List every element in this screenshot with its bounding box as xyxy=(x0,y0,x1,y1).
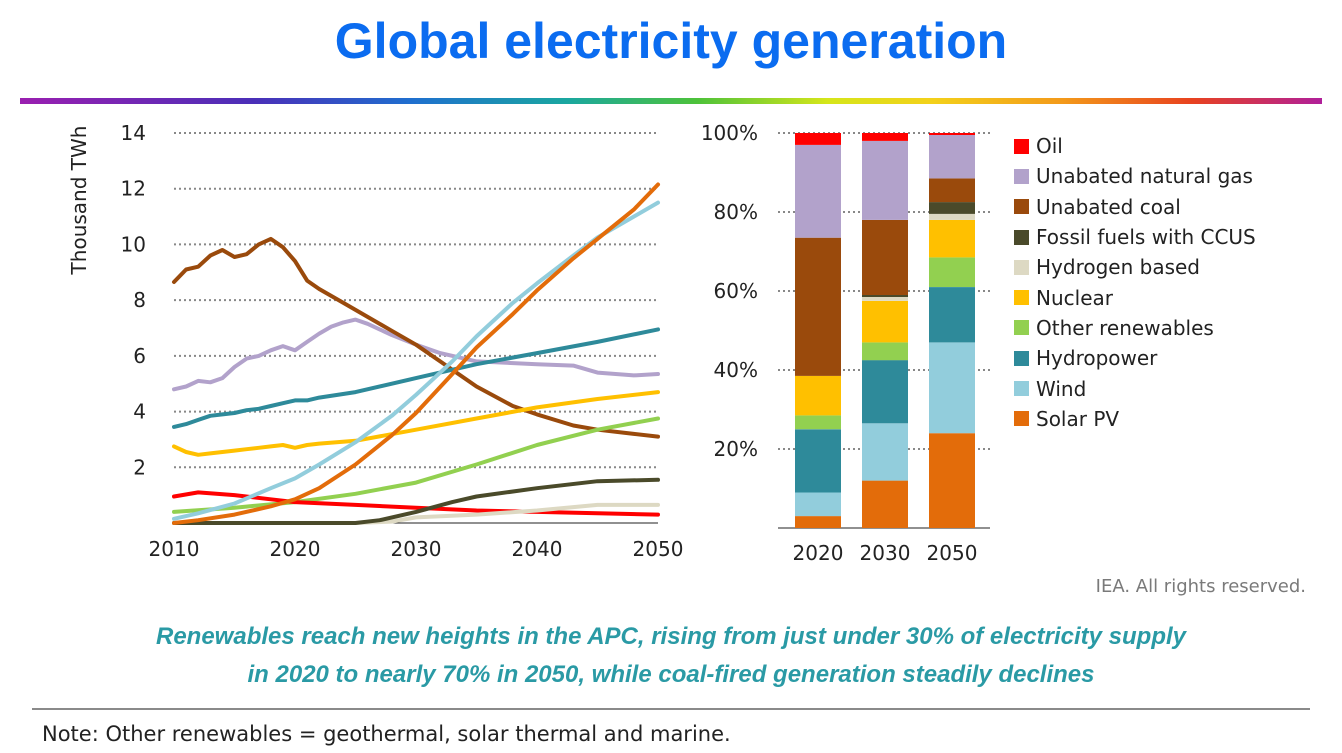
line-fossil-fuels-with-ccus xyxy=(172,477,660,525)
legend-swatch xyxy=(1014,229,1029,245)
bar-2030-wind xyxy=(862,423,908,481)
legend-item-hydropower: Hydropower xyxy=(1014,343,1256,373)
bar-2050-unabated-natural-gas xyxy=(929,135,975,179)
bar-2020-unabated-coal xyxy=(795,237,841,376)
x-tick-label: 2040 xyxy=(512,537,563,561)
page-title: Global electricity generation xyxy=(334,13,1008,69)
legend-swatch xyxy=(1014,199,1029,215)
bar-2050-fossil-fuels-with-ccus xyxy=(929,202,975,214)
bar-2030-unabated-natural-gas xyxy=(862,140,908,220)
legend-item-solar-pv: Solar PV xyxy=(1014,404,1256,434)
bar-2020-other-renewables xyxy=(795,415,841,430)
legend-label: Oil xyxy=(1036,134,1063,159)
bar-2050-hydropower xyxy=(929,287,975,343)
line-oil xyxy=(172,490,660,517)
y-tick-label: 8 xyxy=(133,288,146,312)
bar-2030-oil xyxy=(862,133,908,141)
rainbow-divider xyxy=(20,98,1322,104)
bar-2020-unabated-natural-gas xyxy=(795,144,841,238)
legend-label: Solar PV xyxy=(1036,406,1120,431)
bar-2030-solar-pv xyxy=(862,480,908,528)
bar-2050-solar-pv xyxy=(929,433,975,528)
y-tick-label: 10 xyxy=(121,232,146,256)
bar-2050-other-renewables xyxy=(929,257,975,287)
stacked-bar-chart: 20% 40% 60% 80% 100% 2020 2030 2050 xyxy=(701,121,990,565)
bar-2050-wind xyxy=(929,342,975,434)
y-tick-label: 2 xyxy=(133,455,146,479)
x-tick-label: 2010 xyxy=(149,537,200,561)
line-chart: 2 4 6 8 10 12 14 2010 2020 2030 2040 2050 Thousand T… xyxy=(67,121,684,561)
bar-2030-hydrogen-based xyxy=(862,296,908,301)
legend-item-fossil-fuels-with-ccus: Fossil fuels with CCUS xyxy=(1014,222,1256,252)
legend-label: Unabated coal xyxy=(1036,194,1181,219)
bar-2050-oil xyxy=(929,133,975,135)
y-tick-label: 4 xyxy=(133,400,146,424)
y-tick-label: 100% xyxy=(701,121,758,145)
legend-swatch xyxy=(1014,168,1029,184)
caption-line-1: Renewables reach new heights in the APC,… xyxy=(155,623,1187,650)
legend-swatch xyxy=(1014,381,1029,397)
y-tick-label: 60% xyxy=(714,279,758,303)
legend-swatch xyxy=(1014,290,1029,306)
legend-item-unabated-coal: Unabated coal xyxy=(1014,192,1256,222)
legend-label: Hydrogen based xyxy=(1036,255,1200,280)
x-tick-label: 2020 xyxy=(793,541,844,565)
x-tick-label: 2030 xyxy=(860,541,911,565)
y-tick-label: 40% xyxy=(714,358,758,382)
legend-label: Other renewables xyxy=(1036,315,1214,340)
footer-separator xyxy=(32,708,1310,710)
note-text: Note: Other renewables = geothermal, sol… xyxy=(42,722,731,746)
legend-item-hydrogen-based: Hydrogen based xyxy=(1014,252,1256,282)
legend-label: Nuclear xyxy=(1036,285,1113,310)
legend-swatch xyxy=(1014,259,1029,275)
line-unabated-natural-gas xyxy=(172,317,660,392)
legend-swatch xyxy=(1014,350,1029,366)
bar-2050-hydrogen-based xyxy=(929,214,975,220)
legend-item-other-renewables: Other renewables xyxy=(1014,313,1256,343)
bar-2020-oil xyxy=(795,133,841,145)
bar-2030-nuclear xyxy=(862,300,908,343)
bar-2020-nuclear xyxy=(795,375,841,416)
bar-2050-nuclear xyxy=(929,219,975,258)
bar-2050-unabated-coal xyxy=(929,178,975,203)
bar-2020-hydropower xyxy=(795,429,841,493)
bar-2030-fossil-fuels-with-ccus xyxy=(862,295,908,297)
y-tick-label: 20% xyxy=(714,437,758,461)
legend-label: Hydropower xyxy=(1036,346,1158,371)
bar-2020-wind xyxy=(795,492,841,517)
x-tick-label: 2050 xyxy=(927,541,978,565)
y-tick-label: 80% xyxy=(714,200,758,224)
legend-swatch xyxy=(1014,411,1029,427)
bar-2030-unabated-coal xyxy=(862,219,908,295)
line-nuclear xyxy=(172,390,660,457)
x-tick-label: 2020 xyxy=(270,537,321,561)
bar-2030-other-renewables xyxy=(862,342,908,361)
legend-item-wind: Wind xyxy=(1014,373,1256,403)
legend-label: Wind xyxy=(1036,376,1087,401)
y-tick-label: 6 xyxy=(133,344,146,368)
y-tick-label: 14 xyxy=(121,121,146,145)
x-tick-label: 2050 xyxy=(633,537,684,561)
line-hydropower xyxy=(172,327,660,429)
line-other-renewables xyxy=(172,416,660,514)
credit-text: IEA. All rights reserved. xyxy=(1095,576,1306,597)
legend-item-nuclear: Nuclear xyxy=(1014,282,1256,312)
line-solar-pv xyxy=(172,182,660,525)
line-unabated-coal xyxy=(172,236,660,439)
caption-line-2: in 2020 to nearly 70% in 2050, while coa… xyxy=(247,661,1095,688)
legend-swatch xyxy=(1014,320,1029,336)
legend-swatch xyxy=(1014,138,1029,154)
y-tick-label: 12 xyxy=(121,177,146,201)
legend-item-oil: Oil xyxy=(1014,131,1256,161)
legend-label: Unabated natural gas xyxy=(1036,164,1253,189)
legend-label: Fossil fuels with CCUS xyxy=(1036,225,1256,250)
bar-2020-solar-pv xyxy=(795,516,841,528)
x-tick-label: 2030 xyxy=(391,537,442,561)
bar-2030-hydropower xyxy=(862,360,908,424)
legend-item-unabated-natural-gas: Unabated natural gas xyxy=(1014,161,1256,191)
bar-chart-legend: Oil Unabated natural gas Unabated coal Foss… xyxy=(1014,131,1256,434)
y-axis-label: Thousand TWh xyxy=(67,126,91,276)
